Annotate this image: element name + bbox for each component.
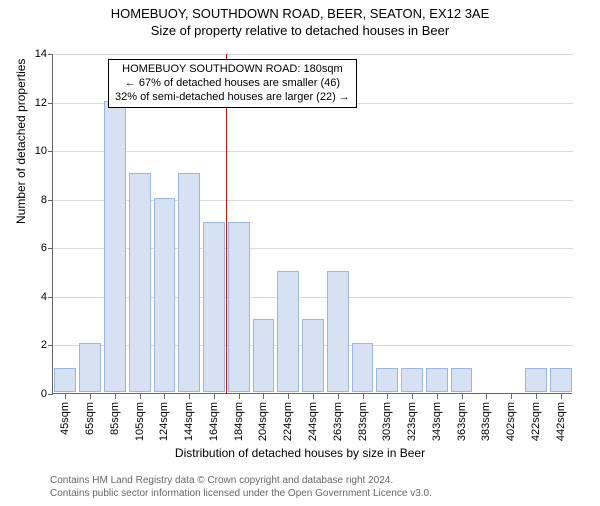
x-tick-label: 65sqm: [84, 402, 96, 435]
y-tick-label: 14: [35, 48, 47, 60]
plot-region: 0246810121445sqm65sqm85sqm105sqm124sqm14…: [52, 54, 572, 394]
x-tick-label: 184sqm: [233, 402, 245, 441]
bar: [54, 368, 76, 392]
x-tick-mark: [239, 394, 240, 399]
x-tick-label: 124sqm: [158, 402, 170, 441]
bar: [203, 222, 225, 392]
y-tick-mark: [48, 54, 53, 55]
y-tick-label: 6: [41, 242, 47, 254]
bar: [253, 319, 275, 392]
y-tick-mark: [48, 200, 53, 201]
y-tick-label: 4: [41, 291, 47, 303]
chart-title-line1: HOMEBUOY, SOUTHDOWN ROAD, BEER, SEATON, …: [0, 6, 600, 21]
x-tick-label: 45sqm: [59, 402, 71, 435]
x-tick-label: 204sqm: [257, 402, 269, 441]
x-tick-mark: [90, 394, 91, 399]
x-tick-mark: [511, 394, 512, 399]
x-tick-mark: [387, 394, 388, 399]
x-tick-label: 422sqm: [530, 402, 542, 441]
footer-attribution: Contains HM Land Registry data © Crown c…: [50, 475, 432, 500]
x-tick-label: 283sqm: [357, 402, 369, 441]
y-tick-mark: [48, 394, 53, 395]
bar: [376, 368, 398, 392]
x-tick-label: 402sqm: [505, 402, 517, 441]
x-tick-label: 303sqm: [381, 402, 393, 441]
y-axis-label: Number of detached properties: [14, 59, 28, 224]
x-tick-mark: [363, 394, 364, 399]
y-tick-mark: [48, 151, 53, 152]
bar: [228, 222, 250, 392]
bar: [550, 368, 572, 392]
bar: [129, 173, 151, 392]
x-tick-label: 383sqm: [480, 402, 492, 441]
y-tick-mark: [48, 345, 53, 346]
gridline: [53, 151, 573, 152]
y-tick-mark: [48, 248, 53, 249]
x-tick-label: 323sqm: [406, 402, 418, 441]
x-tick-mark: [313, 394, 314, 399]
bar: [426, 368, 448, 392]
footer-line2: Contains public sector information licen…: [50, 488, 432, 501]
y-tick-label: 0: [41, 388, 47, 400]
x-tick-mark: [65, 394, 66, 399]
x-tick-label: 164sqm: [208, 402, 220, 441]
gridline: [53, 54, 573, 55]
x-tick-mark: [189, 394, 190, 399]
x-tick-mark: [412, 394, 413, 399]
footer-line1: Contains HM Land Registry data © Crown c…: [50, 475, 432, 488]
x-tick-mark: [140, 394, 141, 399]
bar: [302, 319, 324, 392]
x-axis-label: Distribution of detached houses by size …: [0, 446, 600, 460]
x-tick-label: 263sqm: [332, 402, 344, 441]
bar: [154, 198, 176, 392]
bar: [178, 173, 200, 392]
annotation-box: HOMEBUOY SOUTHDOWN ROAD: 180sqm← 67% of …: [108, 59, 357, 108]
y-tick-mark: [48, 103, 53, 104]
x-tick-mark: [263, 394, 264, 399]
x-tick-label: 363sqm: [456, 402, 468, 441]
y-tick-label: 8: [41, 194, 47, 206]
y-tick-label: 12: [35, 97, 47, 109]
x-tick-mark: [214, 394, 215, 399]
y-tick-mark: [48, 297, 53, 298]
bar: [401, 368, 423, 392]
x-tick-label: 105sqm: [134, 402, 146, 441]
bar: [79, 343, 101, 392]
x-tick-label: 442sqm: [555, 402, 567, 441]
chart-area: 0246810121445sqm65sqm85sqm105sqm124sqm14…: [52, 54, 572, 394]
x-tick-mark: [288, 394, 289, 399]
x-tick-mark: [536, 394, 537, 399]
x-tick-mark: [164, 394, 165, 399]
x-tick-mark: [115, 394, 116, 399]
x-tick-mark: [561, 394, 562, 399]
x-tick-mark: [437, 394, 438, 399]
x-tick-label: 343sqm: [431, 402, 443, 441]
y-tick-label: 10: [35, 145, 47, 157]
bar: [352, 343, 374, 392]
x-tick-label: 224sqm: [282, 402, 294, 441]
x-tick-mark: [338, 394, 339, 399]
x-tick-mark: [462, 394, 463, 399]
x-tick-label: 85sqm: [109, 402, 121, 435]
y-tick-label: 2: [41, 339, 47, 351]
x-tick-label: 144sqm: [183, 402, 195, 441]
x-tick-mark: [486, 394, 487, 399]
annotation-line: 32% of semi-detached houses are larger (…: [115, 91, 350, 105]
annotation-line: HOMEBUOY SOUTHDOWN ROAD: 180sqm: [115, 63, 350, 77]
bar: [104, 101, 126, 392]
bar: [525, 368, 547, 392]
bar: [327, 271, 349, 392]
bar: [451, 368, 473, 392]
chart-title-line2: Size of property relative to detached ho…: [0, 23, 600, 38]
annotation-line: ← 67% of detached houses are smaller (46…: [115, 77, 350, 91]
x-tick-label: 244sqm: [307, 402, 319, 441]
bar: [277, 271, 299, 392]
